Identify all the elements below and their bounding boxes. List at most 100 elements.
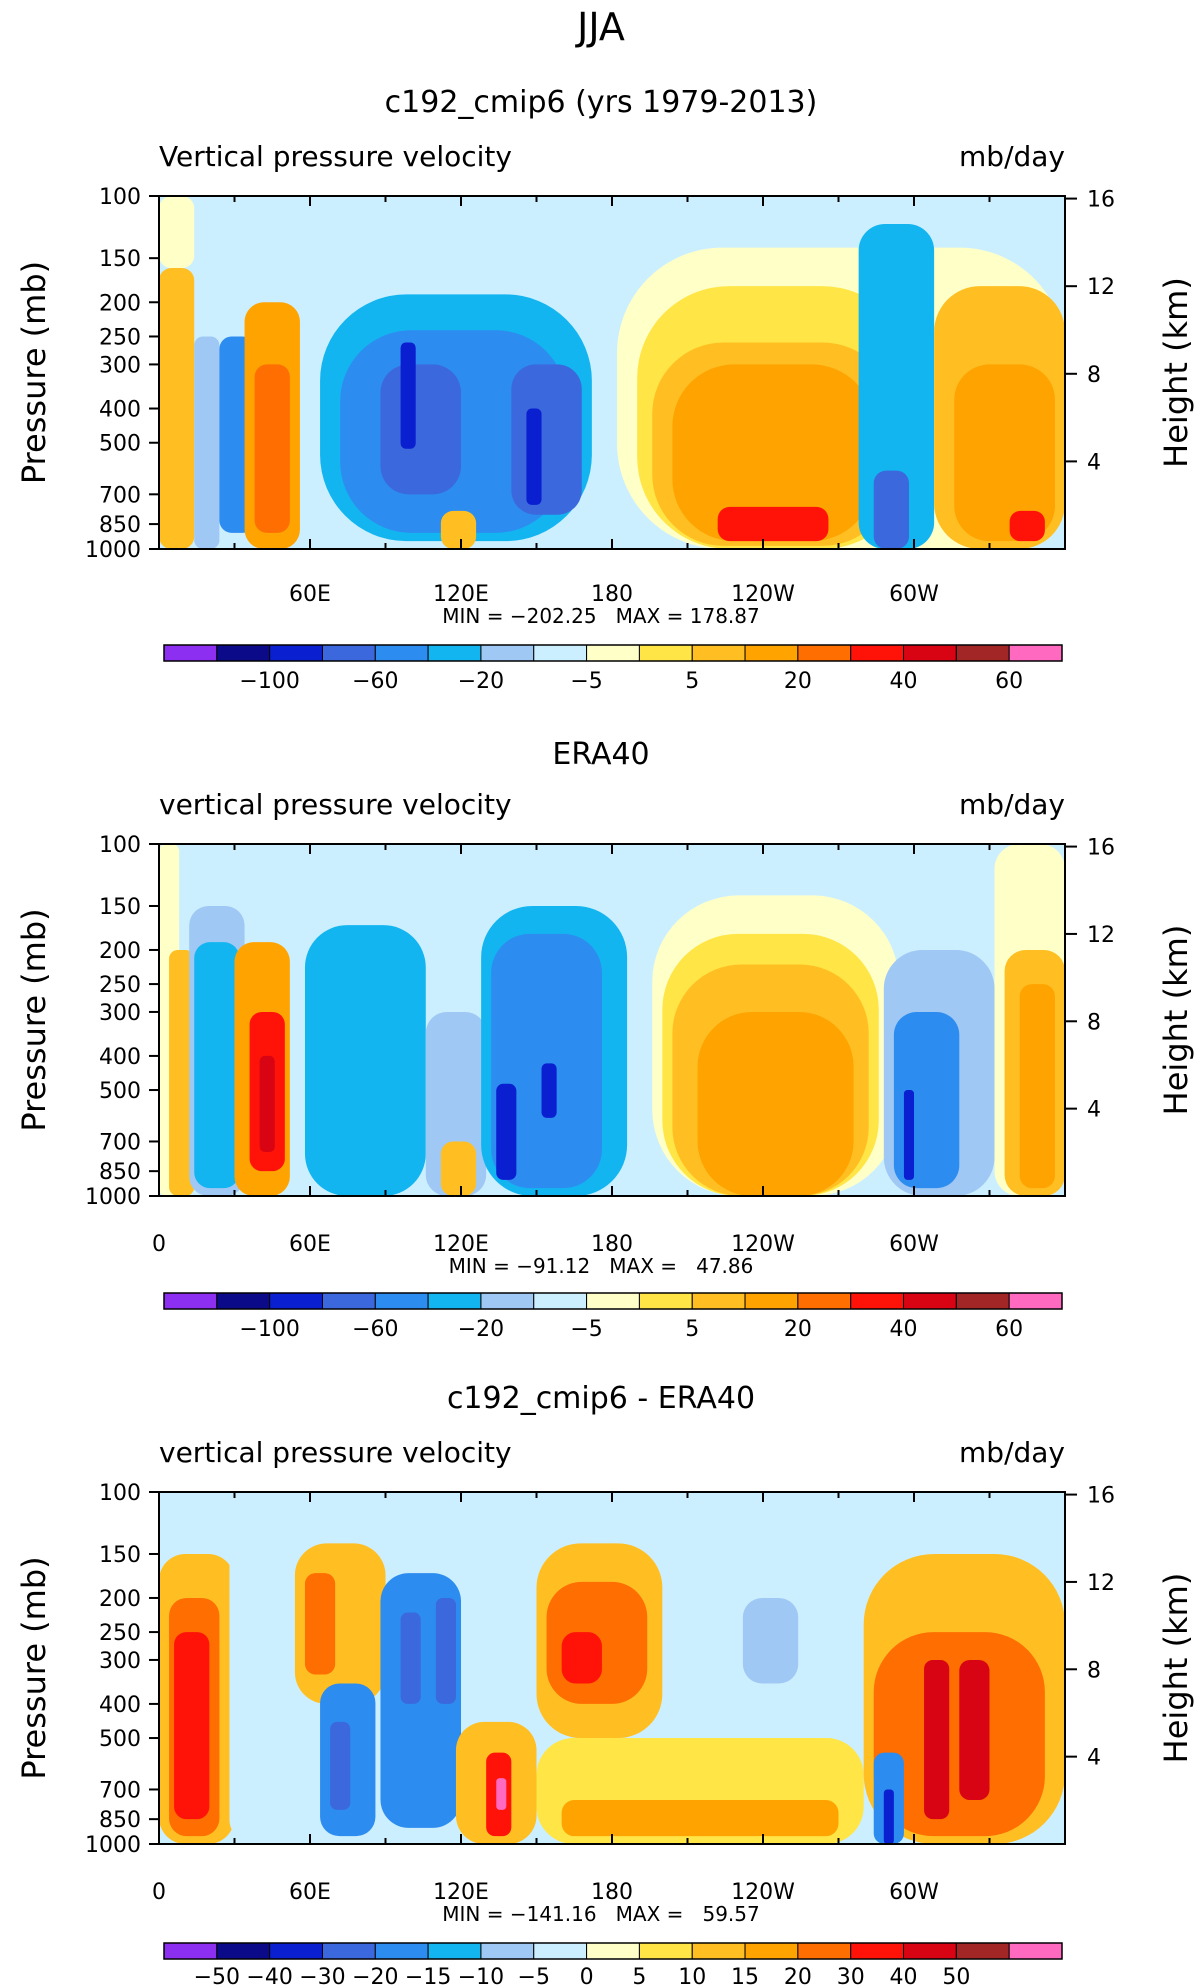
pressure-tick-label: 1000 bbox=[85, 1833, 141, 1858]
contour-region bbox=[873, 470, 909, 549]
colorbar-label: 60 bbox=[995, 1317, 1023, 1342]
contour-region bbox=[169, 949, 195, 1196]
contour-region bbox=[858, 223, 935, 549]
contour-region bbox=[561, 1632, 602, 1684]
contour-region bbox=[400, 342, 416, 449]
pressure-tick-label: 300 bbox=[99, 1649, 141, 1674]
colorbar-label: −30 bbox=[299, 1965, 345, 1987]
colorbar-swatch bbox=[163, 1292, 218, 1310]
contour-region bbox=[159, 268, 195, 549]
colorbar-frame bbox=[163, 1292, 1063, 1310]
pressure-tick-label: 250 bbox=[99, 325, 141, 350]
variable-label: vertical pressure velocity bbox=[159, 788, 512, 821]
pressure-tick-label: 850 bbox=[99, 513, 141, 538]
colorbar-swatch bbox=[850, 644, 905, 662]
contour-region bbox=[1019, 984, 1055, 1189]
colorbar-swatch bbox=[744, 1942, 799, 1960]
pressure-tick-label: 200 bbox=[99, 291, 141, 316]
colorbar-swatch bbox=[1008, 644, 1063, 662]
pressure-tick-label: 250 bbox=[99, 973, 141, 998]
pressure-tick-label: 400 bbox=[99, 398, 141, 423]
lon-tick-label: 120E bbox=[433, 582, 489, 607]
colorbar-label: 40 bbox=[890, 669, 918, 694]
min-max-label: MIN = −141.16 MAX = 59.57 bbox=[442, 1902, 759, 1926]
lon-tick-label: 60E bbox=[289, 1880, 331, 1905]
lon-tick-label: 120W bbox=[731, 1232, 795, 1257]
lon-tick-label: 60E bbox=[289, 1232, 331, 1257]
lon-tick-label: 120W bbox=[731, 582, 795, 607]
lon-tick-label: 180 bbox=[591, 1880, 633, 1905]
pressure-tick-label: 100 bbox=[99, 1481, 141, 1506]
colorbar-label: −15 bbox=[405, 1965, 451, 1987]
colorbar-swatch bbox=[321, 1942, 376, 1960]
colorbar-label: −100 bbox=[239, 1317, 299, 1342]
colorbar-label: 30 bbox=[837, 1965, 865, 1987]
colorbar-swatch bbox=[216, 644, 271, 662]
contour-region bbox=[883, 1789, 894, 1844]
height-tick-label: 8 bbox=[1087, 363, 1101, 388]
colorbar-label: −20 bbox=[458, 1317, 504, 1342]
contour-region bbox=[742, 1597, 799, 1684]
colorbar-swatch bbox=[321, 644, 376, 662]
units-label: mb/day bbox=[959, 140, 1065, 173]
pressure-tick-label: 300 bbox=[99, 1001, 141, 1026]
contour-region bbox=[174, 1632, 210, 1820]
colorbar-swatch bbox=[955, 1942, 1010, 1960]
contour-region bbox=[959, 1659, 990, 1801]
contour-region bbox=[304, 925, 426, 1196]
colorbar-swatch bbox=[533, 644, 588, 662]
colorbar-swatch bbox=[797, 1942, 852, 1960]
contour-region bbox=[435, 1597, 456, 1704]
colorbar-swatch bbox=[903, 1292, 957, 1310]
contour-region bbox=[672, 364, 874, 542]
colorbar-swatch bbox=[216, 1942, 271, 1960]
contour-region bbox=[903, 1090, 914, 1180]
colorbar-swatch bbox=[691, 1292, 746, 1310]
colorbar-swatch bbox=[850, 1942, 905, 1960]
lon-tick-label: 60W bbox=[889, 1880, 939, 1905]
contour-region bbox=[400, 1612, 421, 1704]
colorbar-label: −50 bbox=[194, 1965, 240, 1987]
colorbar-label: 20 bbox=[784, 1317, 812, 1342]
height-tick-label: 16 bbox=[1087, 836, 1115, 861]
colorbar-label: 40 bbox=[890, 1965, 918, 1987]
colorbar-swatch bbox=[1008, 1942, 1063, 1960]
contour-region bbox=[697, 1011, 854, 1196]
colorbar-swatch bbox=[216, 1292, 271, 1310]
colorbar-swatch bbox=[533, 1292, 588, 1310]
colorbar-swatch bbox=[903, 644, 957, 662]
colorbar-label: −60 bbox=[352, 669, 398, 694]
height-tick-label: 4 bbox=[1087, 450, 1101, 475]
colorbar-swatch bbox=[269, 644, 323, 662]
contour-region bbox=[1009, 510, 1045, 542]
pressure-tick-label: 300 bbox=[99, 353, 141, 378]
contour-region bbox=[254, 364, 290, 533]
colorbar-swatch bbox=[427, 1942, 482, 1960]
contour-region bbox=[330, 1721, 351, 1810]
colorbar-swatch bbox=[955, 644, 1010, 662]
colorbar-swatch bbox=[427, 1292, 482, 1310]
pressure-tick-label: 850 bbox=[99, 1160, 141, 1185]
height-axis-label: Height (km) bbox=[1157, 1573, 1195, 1764]
pressure-axis-label: Pressure (mb) bbox=[15, 261, 53, 484]
colorbar-swatch bbox=[797, 1292, 852, 1310]
colorbar-label: 15 bbox=[731, 1965, 759, 1987]
colorbar-swatch bbox=[955, 1292, 1010, 1310]
lon-tick-label: 180 bbox=[591, 582, 633, 607]
colorbar-frame bbox=[163, 644, 1063, 662]
contour-region bbox=[924, 1659, 950, 1820]
contour-region bbox=[194, 336, 220, 549]
pressure-tick-label: 700 bbox=[99, 1778, 141, 1803]
height-tick-label: 8 bbox=[1087, 1010, 1101, 1035]
colorbar-swatch bbox=[163, 1942, 218, 1960]
pressure-tick-label: 100 bbox=[99, 185, 141, 210]
contour-region bbox=[159, 196, 195, 269]
height-tick-label: 4 bbox=[1087, 1098, 1101, 1123]
colorbar-label: −5 bbox=[518, 1965, 550, 1987]
colorbar-swatch bbox=[797, 644, 852, 662]
lon-tick-label: 60W bbox=[889, 582, 939, 607]
colorbar-swatch bbox=[533, 1942, 588, 1960]
colorbar-frame bbox=[163, 1942, 1063, 1960]
colorbar-label: 10 bbox=[678, 1965, 706, 1987]
pressure-tick-label: 200 bbox=[99, 1587, 141, 1612]
